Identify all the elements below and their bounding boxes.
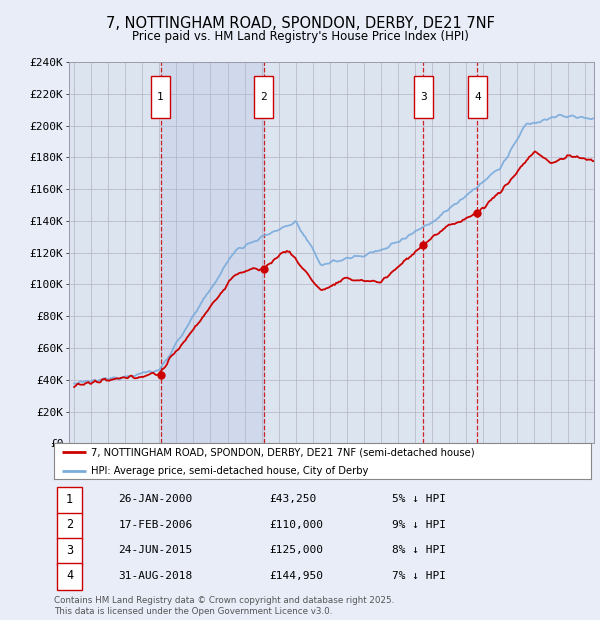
Text: 31-AUG-2018: 31-AUG-2018 (118, 570, 193, 580)
Text: Contains HM Land Registry data © Crown copyright and database right 2025.
This d: Contains HM Land Registry data © Crown c… (54, 596, 394, 616)
FancyBboxPatch shape (254, 76, 273, 118)
Text: 7, NOTTINGHAM ROAD, SPONDON, DERBY, DE21 7NF (semi-detached house): 7, NOTTINGHAM ROAD, SPONDON, DERBY, DE21… (91, 447, 474, 457)
FancyBboxPatch shape (151, 76, 170, 118)
Text: Price paid vs. HM Land Registry's House Price Index (HPI): Price paid vs. HM Land Registry's House … (131, 30, 469, 43)
Text: 2: 2 (66, 518, 73, 531)
Text: £43,250: £43,250 (269, 494, 316, 505)
Text: 3: 3 (420, 92, 427, 102)
Text: 3: 3 (66, 544, 73, 557)
FancyBboxPatch shape (56, 538, 82, 564)
Text: 9% ↓ HPI: 9% ↓ HPI (392, 520, 446, 529)
Text: 26-JAN-2000: 26-JAN-2000 (118, 494, 193, 505)
Text: 5% ↓ HPI: 5% ↓ HPI (392, 494, 446, 505)
Text: 8% ↓ HPI: 8% ↓ HPI (392, 545, 446, 555)
Text: 1: 1 (66, 493, 73, 506)
Text: £144,950: £144,950 (269, 570, 323, 580)
Text: 4: 4 (474, 92, 481, 102)
Bar (161, 62, 264, 443)
FancyBboxPatch shape (414, 76, 433, 118)
Text: 2: 2 (260, 92, 267, 102)
Text: 4: 4 (66, 569, 73, 582)
Text: 17-FEB-2006: 17-FEB-2006 (118, 520, 193, 529)
Text: HPI: Average price, semi-detached house, City of Derby: HPI: Average price, semi-detached house,… (91, 466, 368, 476)
Text: 7, NOTTINGHAM ROAD, SPONDON, DERBY, DE21 7NF: 7, NOTTINGHAM ROAD, SPONDON, DERBY, DE21… (106, 16, 494, 30)
FancyBboxPatch shape (56, 487, 82, 514)
FancyBboxPatch shape (56, 513, 82, 539)
Text: 24-JUN-2015: 24-JUN-2015 (118, 545, 193, 555)
Text: £110,000: £110,000 (269, 520, 323, 529)
Text: 7% ↓ HPI: 7% ↓ HPI (392, 570, 446, 580)
FancyBboxPatch shape (468, 76, 487, 118)
Text: 1: 1 (157, 92, 164, 102)
Text: £125,000: £125,000 (269, 545, 323, 555)
FancyBboxPatch shape (56, 564, 82, 590)
